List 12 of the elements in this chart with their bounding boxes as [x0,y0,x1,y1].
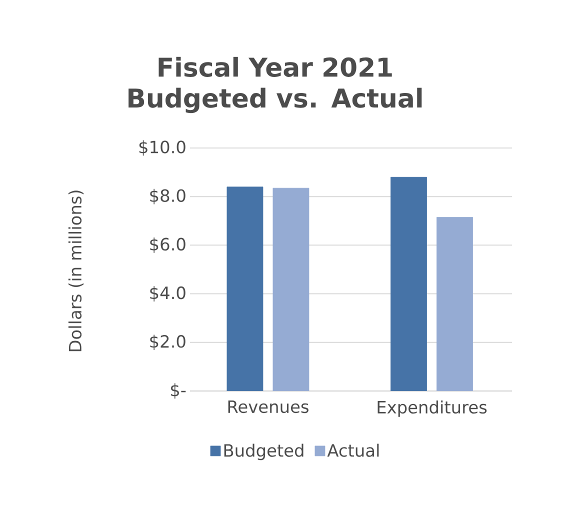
y-tick-label: $6.0 [150,238,186,253]
legend-label: Actual [327,444,379,457]
y-tick-label: $- [171,383,186,399]
y-tick-label: $2.0 [150,334,186,350]
legend-label: Budgeted [224,444,304,460]
x-tick-label: Expenditures [378,400,487,417]
y-axis-title: Dollars (in millions) [68,190,84,352]
y-tick-label: $10.0 [139,140,186,156]
x-tick-label: Revenues [228,400,308,414]
chart-title: Fiscal Year 2021 Budgeted vs. Actual [128,56,422,114]
y-tick-label: $8.0 [150,188,186,204]
y-tick-label: $4.0 [150,286,186,302]
